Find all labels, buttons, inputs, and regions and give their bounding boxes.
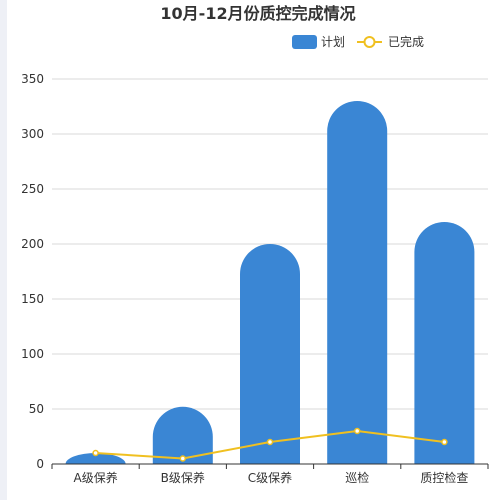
x-tick-label: A级保养 (73, 470, 117, 485)
y-tick-label: 350 (21, 72, 44, 86)
line-point[interactable] (353, 427, 361, 435)
y-tick-label: 0 (36, 457, 44, 471)
line-point[interactable] (179, 455, 187, 462)
y-tick-label: 100 (21, 347, 44, 361)
x-axis: A级保养 B级保养 C级保养 巡检 质控检查 (51, 463, 489, 485)
bar-series (65, 101, 475, 464)
bar[interactable] (414, 222, 475, 464)
bar[interactable] (152, 406, 213, 464)
left-strip (0, 0, 7, 500)
y-tick-label: 50 (29, 402, 44, 416)
legend-item-done[interactable]: 已完成 (357, 34, 424, 49)
x-tick-label: C级保养 (248, 470, 292, 485)
legend-item-plan[interactable]: 计划 (292, 35, 345, 49)
bar[interactable] (327, 101, 388, 464)
y-tick-label: 200 (21, 237, 44, 251)
legend-label-done: 已完成 (388, 34, 424, 49)
legend-swatch-plan (292, 35, 317, 49)
legend-swatch-done-marker (363, 36, 376, 48)
legend: 计划 已完成 (292, 34, 424, 49)
line-point[interactable] (441, 438, 448, 446)
line-series (92, 427, 448, 462)
x-tick-label: 质控检查 (420, 470, 468, 485)
y-tick-label: 250 (21, 182, 44, 196)
y-tick-label: 150 (21, 292, 44, 306)
line-point[interactable] (266, 438, 274, 446)
chart-title: 10月-12月份质控完成情况 (160, 4, 355, 23)
y-axis: 0 50 100 150 200 250 300 350 (21, 72, 44, 471)
legend-label-plan: 计划 (321, 35, 345, 49)
line-point[interactable] (92, 449, 99, 457)
x-tick-label: B级保养 (161, 470, 205, 485)
bar[interactable] (65, 453, 126, 464)
y-tick-label: 300 (21, 127, 44, 141)
x-tick-label: 巡检 (345, 470, 369, 485)
bar[interactable] (240, 244, 300, 464)
